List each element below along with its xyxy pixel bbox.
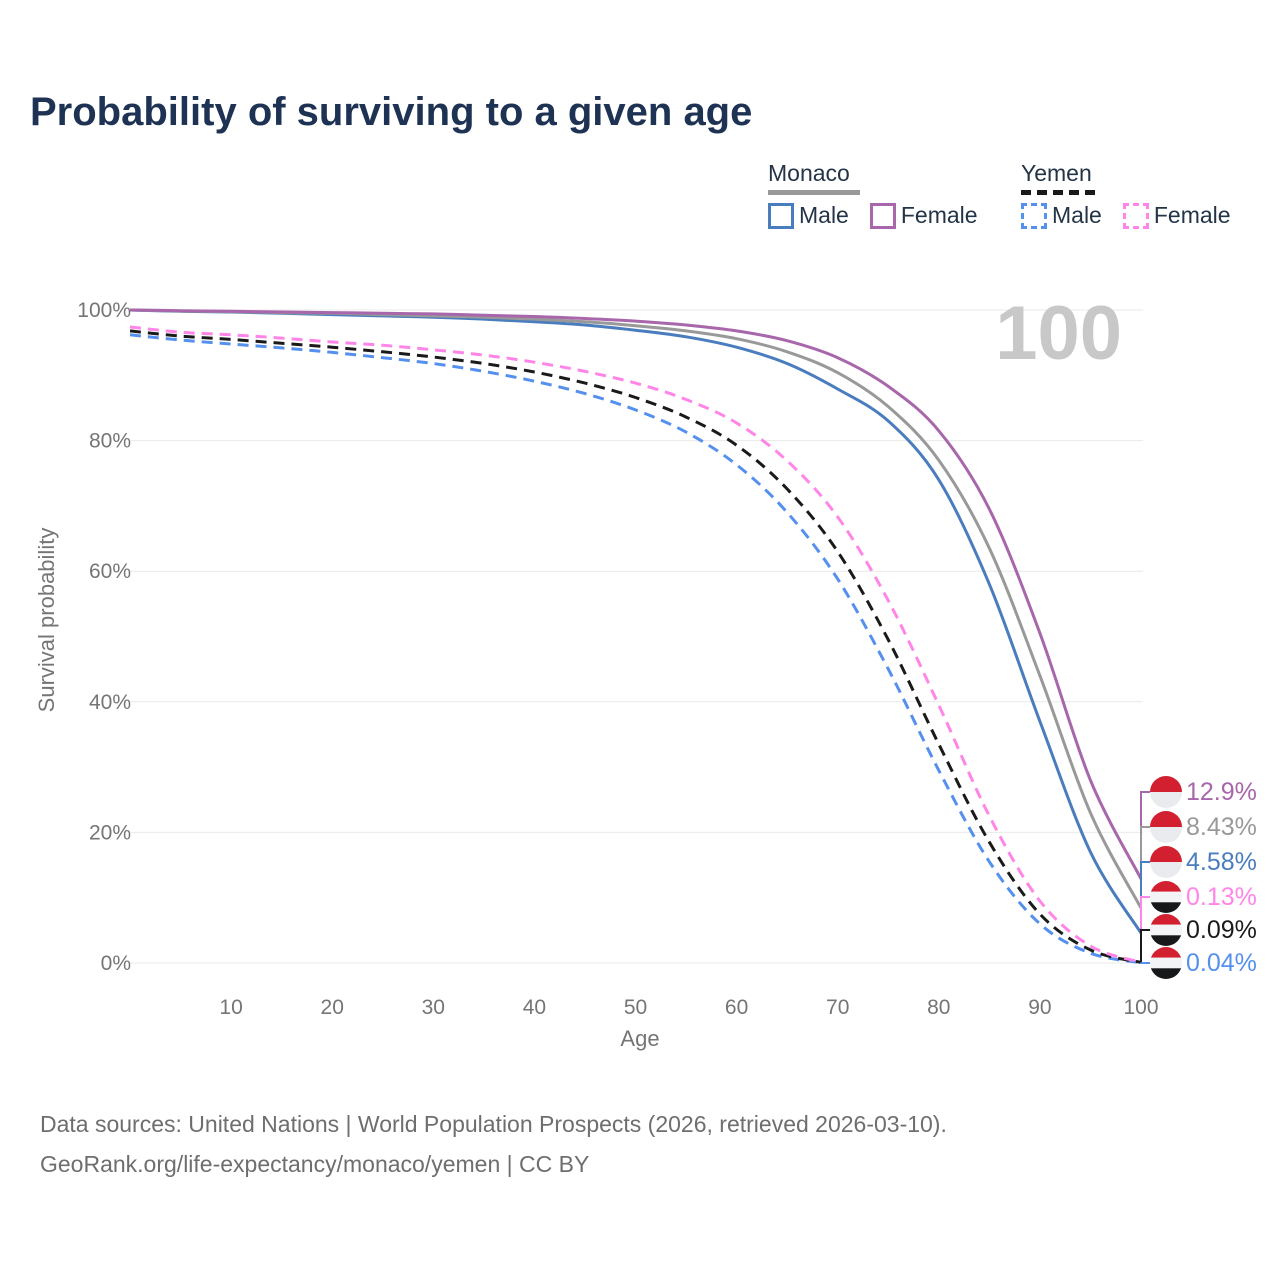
- end-label-monaco-male: 4.58%: [1186, 848, 1257, 876]
- series-line-yemen-male: [129, 333, 1142, 965]
- end-label-yemen-both-sexes: 0.09%: [1186, 916, 1257, 944]
- series-line-yemen-both-sexes: [129, 329, 1142, 964]
- series-line-monaco-both-sexes: [129, 308, 1143, 909]
- leader-line-monaco-female: [1140, 791, 1151, 879]
- yemen-female-swatch-icon: [1122, 202, 1149, 229]
- leader-line-yemen-both-sexes: [1140, 929, 1151, 963]
- legend-group-monaco: Monaco Male Female: [768, 160, 999, 229]
- end-label-monaco-both-sexes: 8.43%: [1186, 813, 1257, 841]
- flag-monaco-icon: [1150, 811, 1182, 843]
- flag-yemen-icon: [1150, 914, 1182, 946]
- series-line-monaco-male: [129, 308, 1143, 934]
- legend-item-yemen-female[interactable]: Female: [1122, 202, 1231, 229]
- y-axis-title: Survival probability: [34, 527, 59, 713]
- footer-url-license: GeoRank.org/life-expectancy/monaco/yemen…: [40, 1151, 590, 1177]
- series-line-monaco-female: [129, 308, 1143, 880]
- legend-country-label: Monaco: [768, 160, 850, 186]
- flag-monaco-icon: [1150, 846, 1182, 878]
- legend-item-label: Male: [1052, 202, 1102, 228]
- x-tick-label: 50: [624, 996, 647, 1019]
- end-label-yemen-female: 0.13%: [1186, 883, 1257, 911]
- x-tick-label: 20: [321, 996, 344, 1019]
- end-label-monaco-female: 12.9%: [1186, 778, 1257, 806]
- legend-header-monaco: Monaco: [768, 160, 860, 195]
- y-tick-label: 100%: [77, 299, 131, 322]
- series-line-yemen-female: [129, 325, 1142, 964]
- y-tick-label: 60%: [89, 560, 131, 583]
- x-tick-label: 30: [422, 996, 445, 1019]
- yemen-line-style-swatch: [1021, 190, 1099, 195]
- legend-item-monaco-female[interactable]: Female: [869, 202, 978, 229]
- legend-item-label: Female: [1153, 202, 1231, 228]
- page-title: Probability of surviving to a given age: [30, 90, 753, 134]
- flag-monaco-icon: [1150, 776, 1182, 808]
- flag-yemen-icon: [1150, 881, 1182, 913]
- legend-item-yemen-male[interactable]: Male: [1021, 202, 1102, 229]
- legend-item-monaco-male[interactable]: Male: [768, 202, 849, 229]
- end-label-yemen-male: 0.04%: [1186, 949, 1257, 977]
- legend-item-label: Male: [799, 202, 849, 228]
- yemen-male-swatch-icon: [1021, 202, 1047, 229]
- y-tick-label: 0%: [101, 952, 131, 975]
- age-cursor-watermark: 100: [995, 291, 1122, 376]
- footer-data-sources: Data sources: United Nations | World Pop…: [40, 1111, 947, 1137]
- x-tick-label: 60: [725, 996, 748, 1019]
- legend-header-yemen: Yemen: [1021, 160, 1099, 195]
- monaco-female-swatch-icon: [869, 202, 896, 229]
- legend-country-label: Yemen: [1021, 160, 1092, 186]
- legend-item-label: Female: [900, 202, 978, 228]
- legend-items-monaco: Male Female: [768, 202, 999, 229]
- monaco-line-style-swatch: [768, 190, 860, 195]
- legend-group-yemen: Yemen Male Female: [1021, 160, 1252, 229]
- x-tick-label: 10: [219, 996, 242, 1019]
- footer-attribution: Data sources: United Nations | World Pop…: [40, 1104, 947, 1184]
- x-tick-label: 40: [523, 996, 546, 1019]
- y-tick-label: 80%: [89, 430, 131, 453]
- x-tick-label: 90: [1028, 996, 1051, 1019]
- x-axis-title: Age: [620, 1026, 660, 1051]
- x-tick-label: 70: [826, 996, 849, 1019]
- flag-yemen-icon: [1150, 947, 1182, 979]
- y-tick-label: 40%: [89, 691, 131, 714]
- x-tick-label: 100: [1123, 996, 1158, 1019]
- legend: Monaco Male Female Yemen: [768, 160, 1268, 240]
- y-tick-label: 20%: [89, 821, 131, 844]
- monaco-male-swatch-icon: [768, 202, 794, 229]
- legend-items-yemen: Male Female: [1021, 202, 1252, 229]
- leader-line-monaco-both-sexes: [1140, 826, 1151, 908]
- x-tick-label: 80: [927, 996, 950, 1019]
